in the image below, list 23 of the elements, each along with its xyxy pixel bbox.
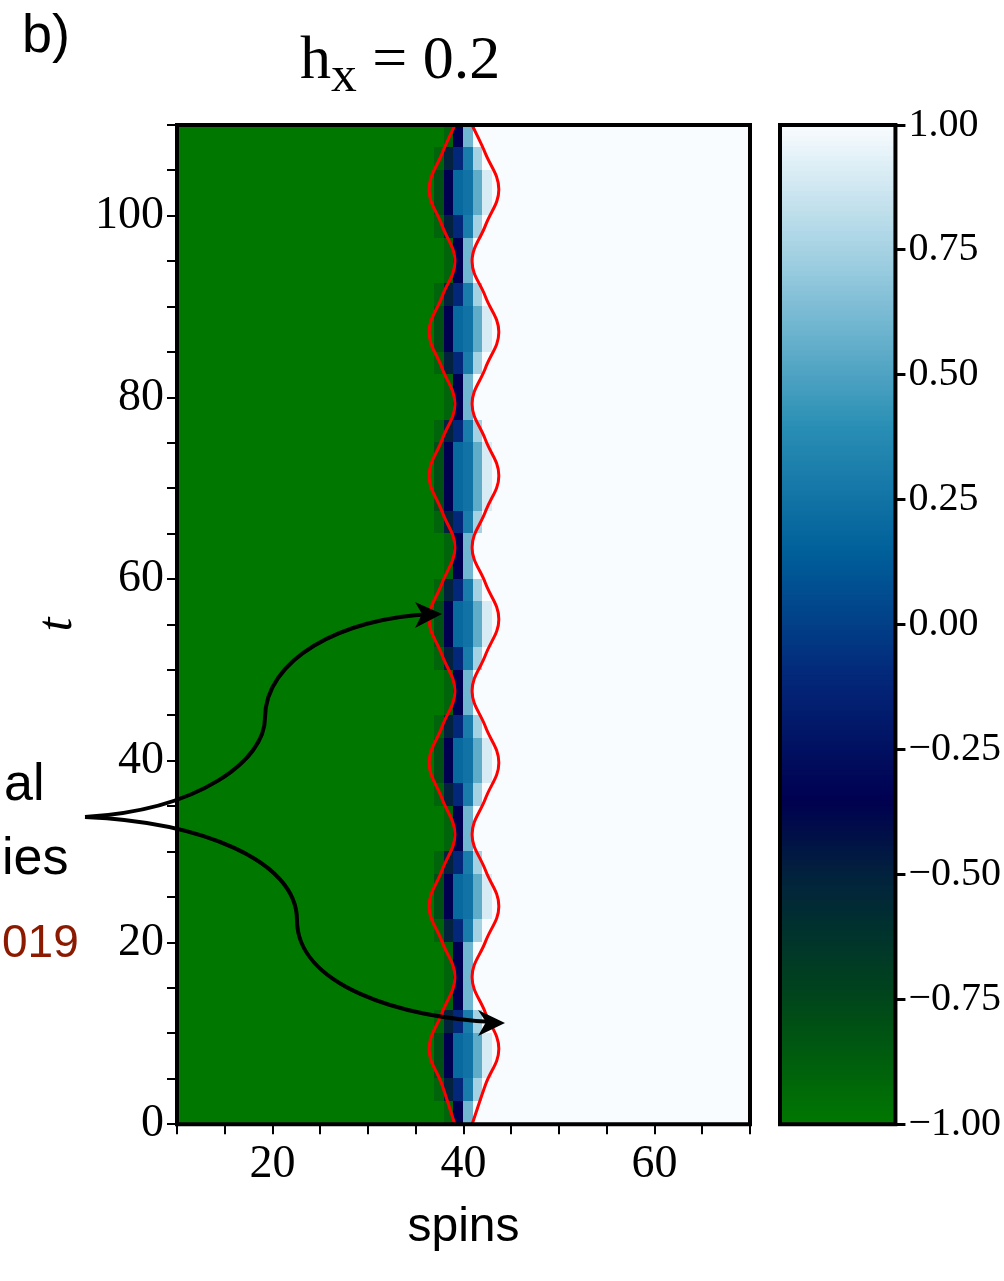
y-tick-label: 80	[118, 368, 164, 420]
chart-title: h$_{x}$ = 0.2	[300, 22, 501, 104]
color-bar-label: −0.75	[908, 973, 1001, 1019]
color-bar-label: 0.25	[908, 474, 979, 520]
color-bar-label: 0.50	[908, 349, 979, 395]
text: al	[4, 752, 45, 812]
y-axis-title: t	[26, 616, 83, 632]
x-axis-title: spins	[407, 1198, 520, 1252]
color-bar-label: −0.50	[908, 848, 1001, 894]
y-tick-label: 60	[118, 550, 164, 602]
color-bar-label: 1.00	[908, 99, 979, 145]
color-bar-label: 0.00	[908, 599, 979, 645]
text: ies	[2, 826, 69, 886]
y-tick-label: 100	[95, 186, 164, 238]
x-tick-label: 40	[440, 1135, 487, 1187]
color-bar-label: −1.00	[908, 1098, 1001, 1144]
y-tick-label: 0	[141, 1095, 164, 1147]
x-tick-label: 60	[631, 1135, 678, 1187]
text: b)	[22, 2, 71, 64]
x-tick-label: 20	[249, 1135, 296, 1187]
color-bar-label: −0.25	[908, 724, 1001, 769]
color-bar-label: 0.75	[908, 224, 979, 270]
text: 019	[2, 914, 79, 968]
